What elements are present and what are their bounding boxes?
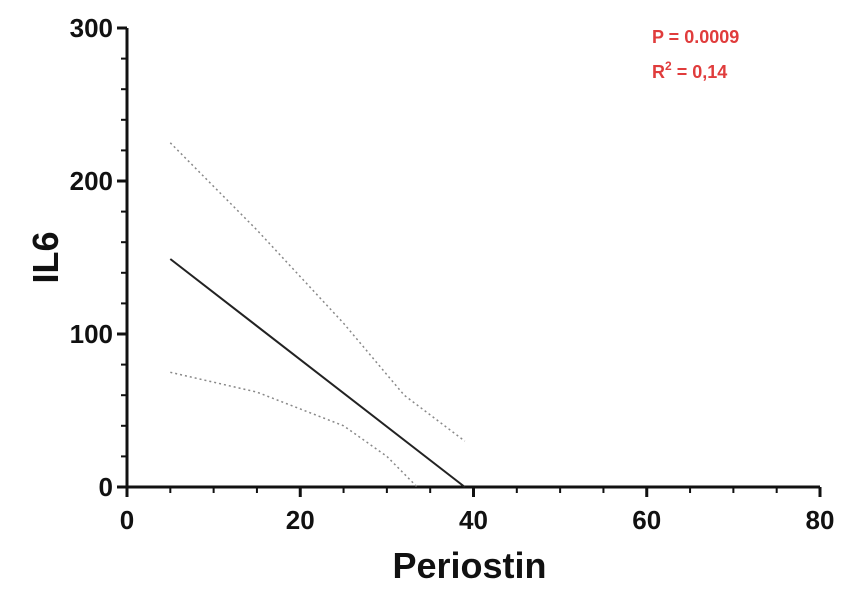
x-tick-label: 40 xyxy=(459,505,488,535)
y-axis-title: IL6 xyxy=(25,231,66,283)
r-squared-exponent: 2 xyxy=(665,59,672,73)
r-squared-base: R xyxy=(652,62,665,82)
x-tick-label: 20 xyxy=(286,505,315,535)
y-tick-label: 200 xyxy=(70,166,113,196)
upper-confidence-band xyxy=(169,142,466,442)
y-tick-label: 0 xyxy=(99,472,113,502)
p-value-annotation: P = 0.0009 xyxy=(652,27,739,47)
x-axis-title: Periostin xyxy=(392,545,546,586)
ticks: 0 20 40 60 80 0 100 200 300 xyxy=(70,13,835,535)
x-tick-label: 60 xyxy=(632,505,661,535)
regression-line xyxy=(169,258,466,488)
axes xyxy=(125,28,820,489)
lower-confidence-band xyxy=(170,371,418,488)
series xyxy=(169,142,466,488)
x-tick-label: 0 xyxy=(120,505,134,535)
r-squared-annotation: R2 = 0,14 xyxy=(652,59,727,82)
y-tick-label: 100 xyxy=(70,319,113,349)
x-tick-label: 80 xyxy=(806,505,835,535)
y-tick-label: 300 xyxy=(70,13,113,43)
r-squared-value: = 0,14 xyxy=(672,62,728,82)
